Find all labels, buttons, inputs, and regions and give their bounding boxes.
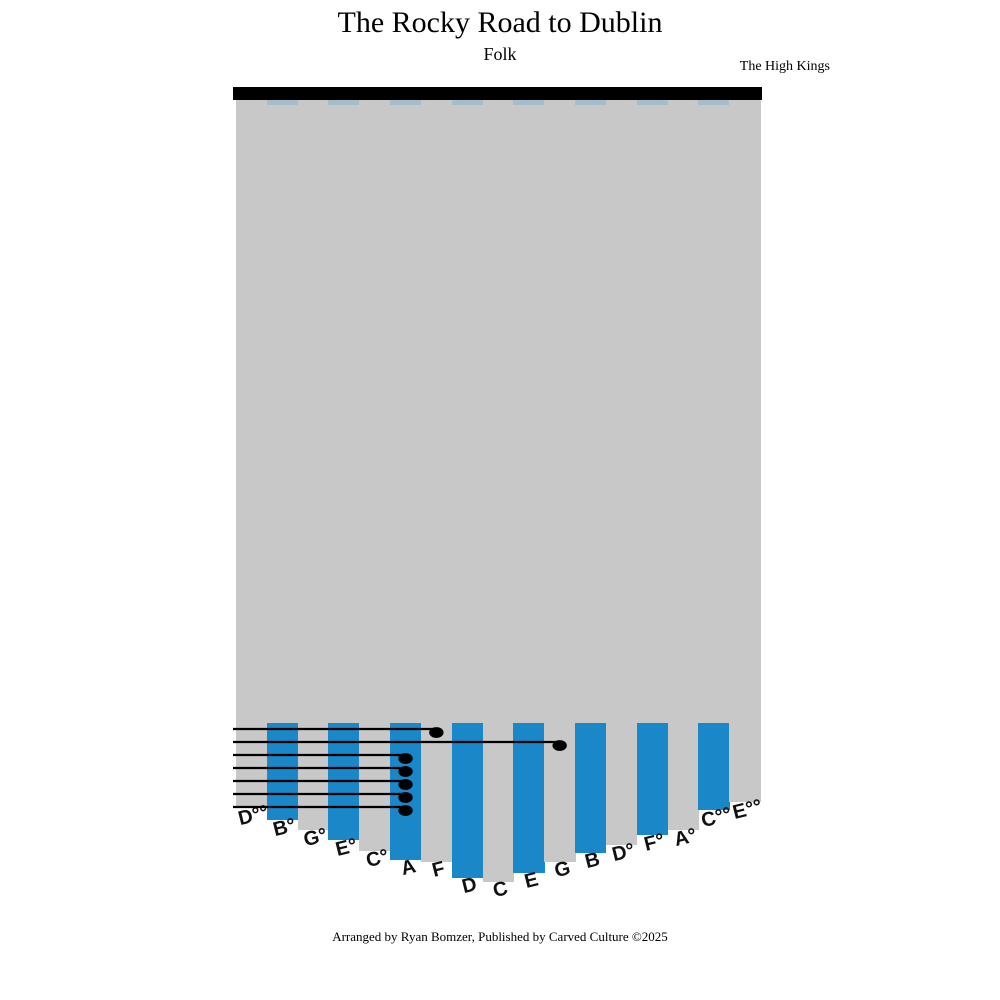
- tine-slot: [420, 100, 453, 862]
- tine-slot: [605, 100, 638, 845]
- tine-column: [575, 723, 607, 853]
- tine-slot: [482, 100, 514, 882]
- genre-subtitle: Folk: [483, 44, 517, 64]
- tine-column: [513, 723, 545, 873]
- tine-label: G°: [301, 824, 330, 852]
- tine-label: C°: [363, 845, 391, 873]
- tine-column: [636, 723, 669, 835]
- artist-name: The High Kings: [739, 59, 830, 74]
- tine-column: [390, 723, 422, 860]
- kalimba-top-bar: [233, 87, 762, 100]
- tine-column: [451, 723, 484, 878]
- tine-top-strip: [451, 100, 484, 105]
- credit-line: Arranged by Ryan Bomzer, Published by Ca…: [332, 929, 668, 944]
- tine-column: [698, 723, 730, 810]
- tine-label: C°°: [698, 803, 734, 833]
- song-title: The Rocky Road to Dublin: [337, 6, 663, 39]
- tine-slot: [698, 100, 730, 810]
- tine-top-strip: [513, 100, 545, 105]
- tine-slot: [359, 100, 391, 851]
- tine-column: [266, 723, 299, 820]
- tine-slot: [328, 100, 360, 840]
- tine-top-strip: [390, 100, 422, 105]
- tine-slot: [297, 100, 330, 830]
- tine-slot: [729, 100, 761, 802]
- tine-top-strip: [575, 100, 607, 105]
- tine-slot: [544, 100, 576, 862]
- tine-top-strip: [328, 100, 360, 105]
- tine-label: A°: [671, 824, 699, 852]
- tine-label: B°: [271, 814, 299, 842]
- tine-slot: [667, 100, 699, 830]
- tine-slot: [266, 100, 299, 820]
- tine-column: [328, 723, 360, 840]
- tine-label: D°: [610, 839, 638, 867]
- tine-slot: [236, 100, 268, 808]
- tine-top-strip: [266, 100, 299, 105]
- tine-top-strip: [698, 100, 730, 105]
- tine-label: E°: [333, 834, 360, 861]
- tine-slot: [636, 100, 669, 835]
- tine-label: E°°: [730, 795, 764, 824]
- tine-top-strip: [636, 100, 669, 105]
